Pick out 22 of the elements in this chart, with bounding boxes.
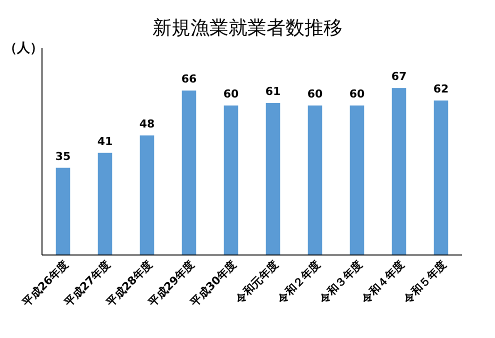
data-label: 62 <box>433 82 449 96</box>
bar <box>224 106 238 255</box>
data-label: 48 <box>139 117 155 130</box>
data-label: 60 <box>223 88 239 101</box>
y-axis-title: （人） <box>4 41 43 56</box>
bar <box>56 168 70 255</box>
bar <box>266 103 280 255</box>
data-label: 35 <box>55 150 71 163</box>
data-label: 41 <box>97 134 113 148</box>
bar <box>308 106 322 255</box>
bar <box>392 88 406 255</box>
data-label: 61 <box>265 85 281 98</box>
bar <box>350 106 364 255</box>
data-label: 60 <box>307 88 323 101</box>
data-label: 66 <box>181 72 197 86</box>
bar <box>182 90 196 255</box>
data-label: 60 <box>349 88 365 101</box>
chart-title: 新規漁業就業者数推移 <box>152 17 342 39</box>
bar <box>98 152 112 255</box>
bar <box>434 100 448 255</box>
bar <box>140 135 154 255</box>
data-label: 67 <box>391 70 407 84</box>
